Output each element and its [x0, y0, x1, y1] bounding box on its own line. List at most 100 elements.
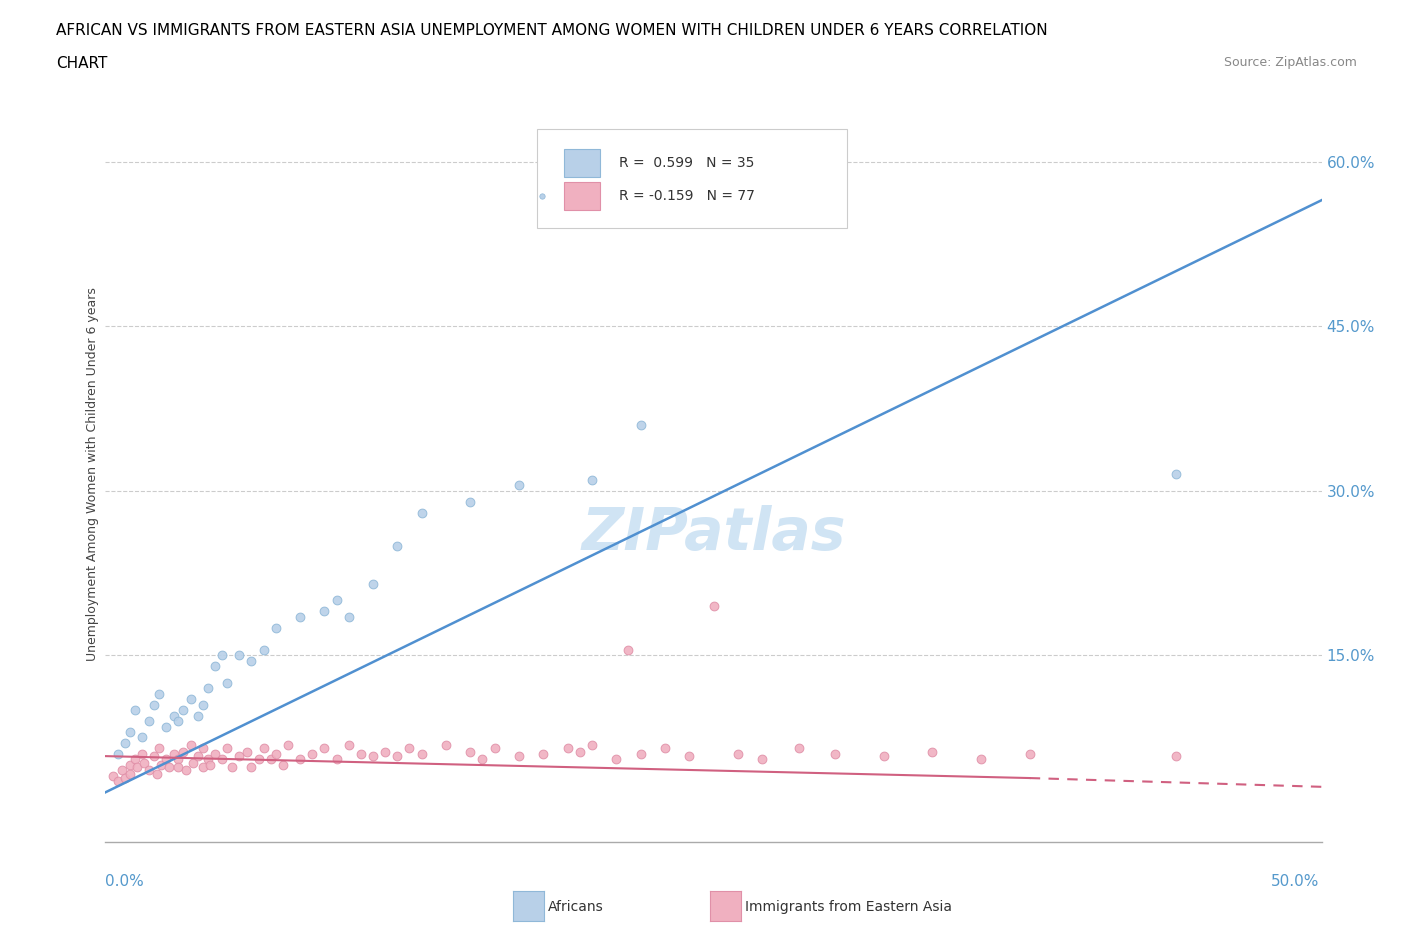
- Text: ZIPatlas: ZIPatlas: [581, 505, 846, 562]
- Point: [240, 653, 263, 668]
- Point: [531, 747, 554, 762]
- Point: [471, 752, 494, 767]
- FancyBboxPatch shape: [564, 182, 600, 210]
- Point: [271, 757, 294, 772]
- Point: [458, 494, 481, 509]
- Point: [131, 747, 153, 762]
- Point: [148, 686, 170, 701]
- Point: [211, 648, 233, 663]
- Text: AFRICAN VS IMMIGRANTS FROM EASTERN ASIA UNEMPLOYMENT AMONG WOMEN WITH CHILDREN U: AFRICAN VS IMMIGRANTS FROM EASTERN ASIA …: [56, 23, 1047, 38]
- Point: [174, 763, 197, 777]
- Point: [235, 744, 257, 759]
- Point: [568, 744, 591, 759]
- Point: [143, 698, 166, 712]
- Text: 0.0%: 0.0%: [105, 874, 145, 889]
- Point: [131, 730, 153, 745]
- Point: [211, 752, 233, 767]
- Text: Immigrants from Eastern Asia: Immigrants from Eastern Asia: [745, 899, 952, 914]
- Point: [434, 737, 457, 752]
- Text: R =  0.599   N = 35: R = 0.599 N = 35: [619, 156, 754, 170]
- Point: [101, 768, 124, 783]
- Point: [727, 747, 749, 762]
- Point: [1164, 467, 1187, 482]
- Point: [751, 752, 773, 767]
- Point: [252, 741, 274, 756]
- Point: [118, 724, 141, 739]
- Point: [167, 713, 190, 728]
- Point: [180, 737, 202, 752]
- Text: R = -0.159   N = 77: R = -0.159 N = 77: [619, 189, 755, 203]
- Point: [167, 760, 190, 775]
- Point: [150, 757, 173, 772]
- Point: [217, 741, 239, 756]
- Point: [288, 752, 311, 767]
- Point: [125, 760, 148, 775]
- Point: [107, 774, 129, 789]
- Point: [314, 604, 336, 618]
- Point: [197, 681, 219, 696]
- Point: [508, 478, 530, 493]
- Point: [702, 598, 725, 613]
- Point: [221, 760, 243, 775]
- Point: [374, 744, 396, 759]
- Point: [191, 760, 214, 775]
- Point: [337, 737, 360, 752]
- Point: [260, 752, 283, 767]
- Point: [411, 505, 433, 520]
- Text: CHART: CHART: [56, 56, 108, 71]
- Point: [143, 749, 166, 764]
- Point: [191, 698, 214, 712]
- Point: [217, 675, 239, 690]
- Point: [581, 472, 603, 487]
- Point: [264, 747, 287, 762]
- Point: [198, 757, 221, 772]
- Point: [264, 620, 287, 635]
- Point: [1164, 749, 1187, 764]
- Point: [180, 692, 202, 707]
- Point: [325, 593, 347, 608]
- Point: [873, 749, 896, 764]
- Point: [138, 763, 160, 777]
- Point: [617, 643, 640, 658]
- Text: Africans: Africans: [548, 899, 605, 914]
- Point: [678, 749, 700, 764]
- Point: [398, 741, 420, 756]
- Point: [157, 760, 180, 775]
- Point: [118, 757, 141, 772]
- Point: [484, 741, 506, 756]
- Point: [240, 760, 263, 775]
- Point: [350, 747, 373, 762]
- Point: [1018, 747, 1040, 762]
- Point: [458, 744, 481, 759]
- Point: [187, 749, 209, 764]
- Point: [387, 538, 409, 553]
- Point: [325, 752, 347, 767]
- Point: [145, 766, 167, 781]
- Point: [387, 749, 409, 764]
- FancyBboxPatch shape: [537, 129, 848, 228]
- Point: [301, 747, 323, 762]
- Point: [155, 719, 177, 734]
- Point: [921, 744, 943, 759]
- Point: [187, 708, 209, 723]
- Point: [361, 749, 384, 764]
- Point: [787, 741, 810, 756]
- Y-axis label: Unemployment Among Women with Children Under 6 years: Unemployment Among Women with Children U…: [86, 287, 98, 661]
- Point: [204, 658, 226, 673]
- Point: [172, 703, 194, 718]
- Point: [277, 737, 299, 752]
- FancyBboxPatch shape: [564, 149, 600, 177]
- Point: [411, 747, 433, 762]
- Point: [630, 747, 652, 762]
- Point: [824, 747, 846, 762]
- Point: [605, 752, 627, 767]
- Point: [197, 752, 219, 767]
- Point: [581, 737, 603, 752]
- Point: [167, 752, 190, 767]
- Point: [288, 609, 311, 624]
- Point: [118, 766, 141, 781]
- Point: [162, 708, 184, 723]
- Point: [124, 752, 146, 767]
- Point: [191, 741, 214, 756]
- Point: [138, 713, 160, 728]
